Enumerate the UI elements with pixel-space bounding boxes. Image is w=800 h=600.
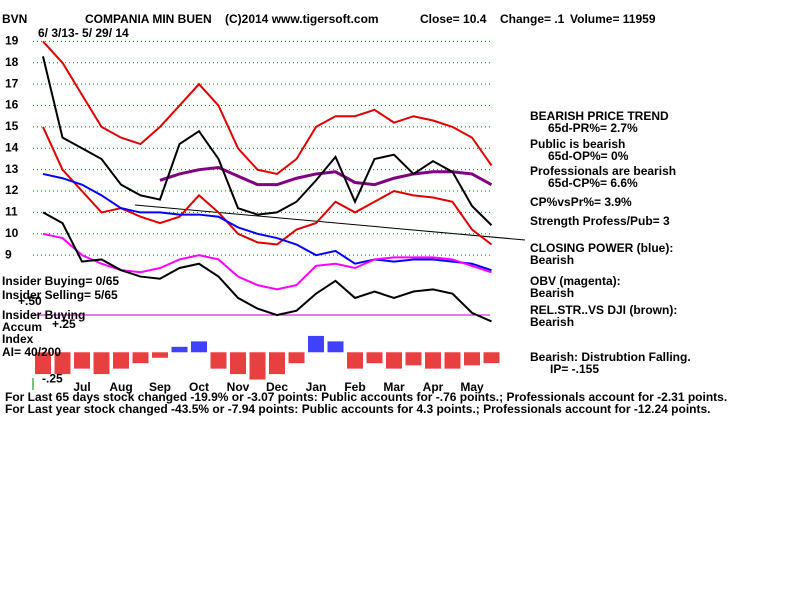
series-line (42, 172, 492, 272)
bar (366, 352, 383, 364)
annotation: AI= 40/200 (2, 345, 61, 359)
annotation: For Last 65 days stock changed -19.9% or… (5, 390, 727, 404)
x-tick-label: Aug (109, 380, 132, 394)
x-tick-label: Jul (73, 380, 90, 394)
annotation: Public is bearish (530, 137, 625, 151)
bar (269, 352, 285, 375)
annotation: IP= -.155 (550, 362, 599, 376)
x-tick-label: Feb (344, 380, 365, 394)
annotation: 65d-CP%= 6.6% (548, 176, 638, 190)
bar (230, 352, 246, 375)
y-tick-label: -.25 (42, 372, 63, 386)
y-tick-label: 11 (5, 205, 18, 219)
y-tick-label: 14 (5, 140, 19, 154)
annotation: BEARISH PRICE TREND (530, 109, 669, 123)
bar (347, 352, 363, 369)
x-tick-label: Mar (383, 380, 405, 394)
date-range: 6/ 3/13- 5/ 29/ 14 (38, 26, 129, 40)
annotation: Bearish (530, 286, 574, 300)
annotation: Bearish (530, 253, 574, 267)
x-tick-label: May (460, 380, 484, 394)
bar (249, 352, 266, 380)
bar (425, 352, 441, 369)
header-text: BVN (2, 12, 27, 26)
bar (444, 352, 461, 369)
bar (308, 335, 324, 353)
annotation: Bearish: Distrubtion Falling. (530, 350, 691, 364)
annotation: +.50 (18, 294, 42, 308)
header-text: Change= .1 (500, 12, 565, 26)
series-line (42, 211, 492, 323)
series-line (42, 126, 493, 246)
x-tick-label: Sep (149, 380, 171, 394)
annotation: Insider Buying= 0/65 (2, 274, 119, 288)
y-tick-label: 10 (5, 226, 19, 240)
annotation: OBV (magenta): (530, 274, 621, 288)
bar (210, 352, 227, 369)
bar (405, 352, 422, 366)
header-text: Close= 10.4 (420, 12, 487, 26)
bar (74, 352, 90, 369)
series-line (42, 40, 493, 176)
y-tick-label: 17 (5, 76, 19, 90)
x-tick-label: Nov (227, 380, 250, 394)
annotation: CP%vsPr%= 3.9% (530, 195, 632, 209)
bar (132, 352, 149, 364)
y-tick-label: 12 (5, 183, 19, 197)
bar (93, 352, 110, 375)
annotation: Bearish (530, 315, 574, 329)
annotation: Insider Selling= 5/65 (2, 288, 118, 302)
bar (152, 352, 168, 358)
bar (171, 346, 188, 353)
annotation: Index (2, 332, 34, 346)
y-tick-label: 13 (5, 162, 19, 176)
x-tick-label: Jan (306, 380, 327, 394)
annotation: Strength Profess/Pub= 3 (530, 214, 670, 228)
header-text: Volume= 11959 (570, 12, 656, 26)
bar (288, 352, 305, 364)
x-tick-label: Dec (266, 380, 288, 394)
annotation: Accum (2, 320, 42, 334)
bar (483, 352, 500, 364)
annotation: Professionals are bearish (530, 164, 676, 178)
y-tick-label: 15 (5, 119, 19, 133)
bar (386, 352, 402, 369)
y-tick-label: 19 (5, 34, 19, 48)
x-tick-label: Oct (189, 380, 209, 394)
y-tick-label: 9 (5, 247, 12, 261)
header-text: COMPANIA MIN BUEN (85, 12, 212, 26)
annotation: 65d-PR%= 2.7% (548, 121, 638, 135)
series-line (159, 166, 493, 187)
annotation: For Last year stock changed -43.5% or -7… (5, 402, 711, 416)
annotation: Insider Buying (2, 308, 85, 322)
annotation: 65d-OP%= 0% (548, 149, 629, 163)
bar (464, 352, 480, 366)
bar (327, 341, 344, 353)
trend-line (134, 204, 526, 241)
x-tick-label: Apr (423, 380, 444, 394)
annotation: CLOSING POWER (blue): (530, 241, 673, 255)
y-tick-label: +.25 (52, 317, 76, 331)
bar (113, 352, 129, 369)
header-text: (C)2014 www.tigersoft.com (225, 12, 379, 26)
bar (191, 341, 207, 353)
annotation: REL.STR..VS DJI (brown): (530, 303, 677, 317)
bar (54, 352, 71, 375)
y-tick-label: 18 (5, 55, 19, 69)
bar (35, 352, 51, 375)
y-tick-label: 16 (5, 98, 19, 112)
series-line (42, 56, 493, 226)
